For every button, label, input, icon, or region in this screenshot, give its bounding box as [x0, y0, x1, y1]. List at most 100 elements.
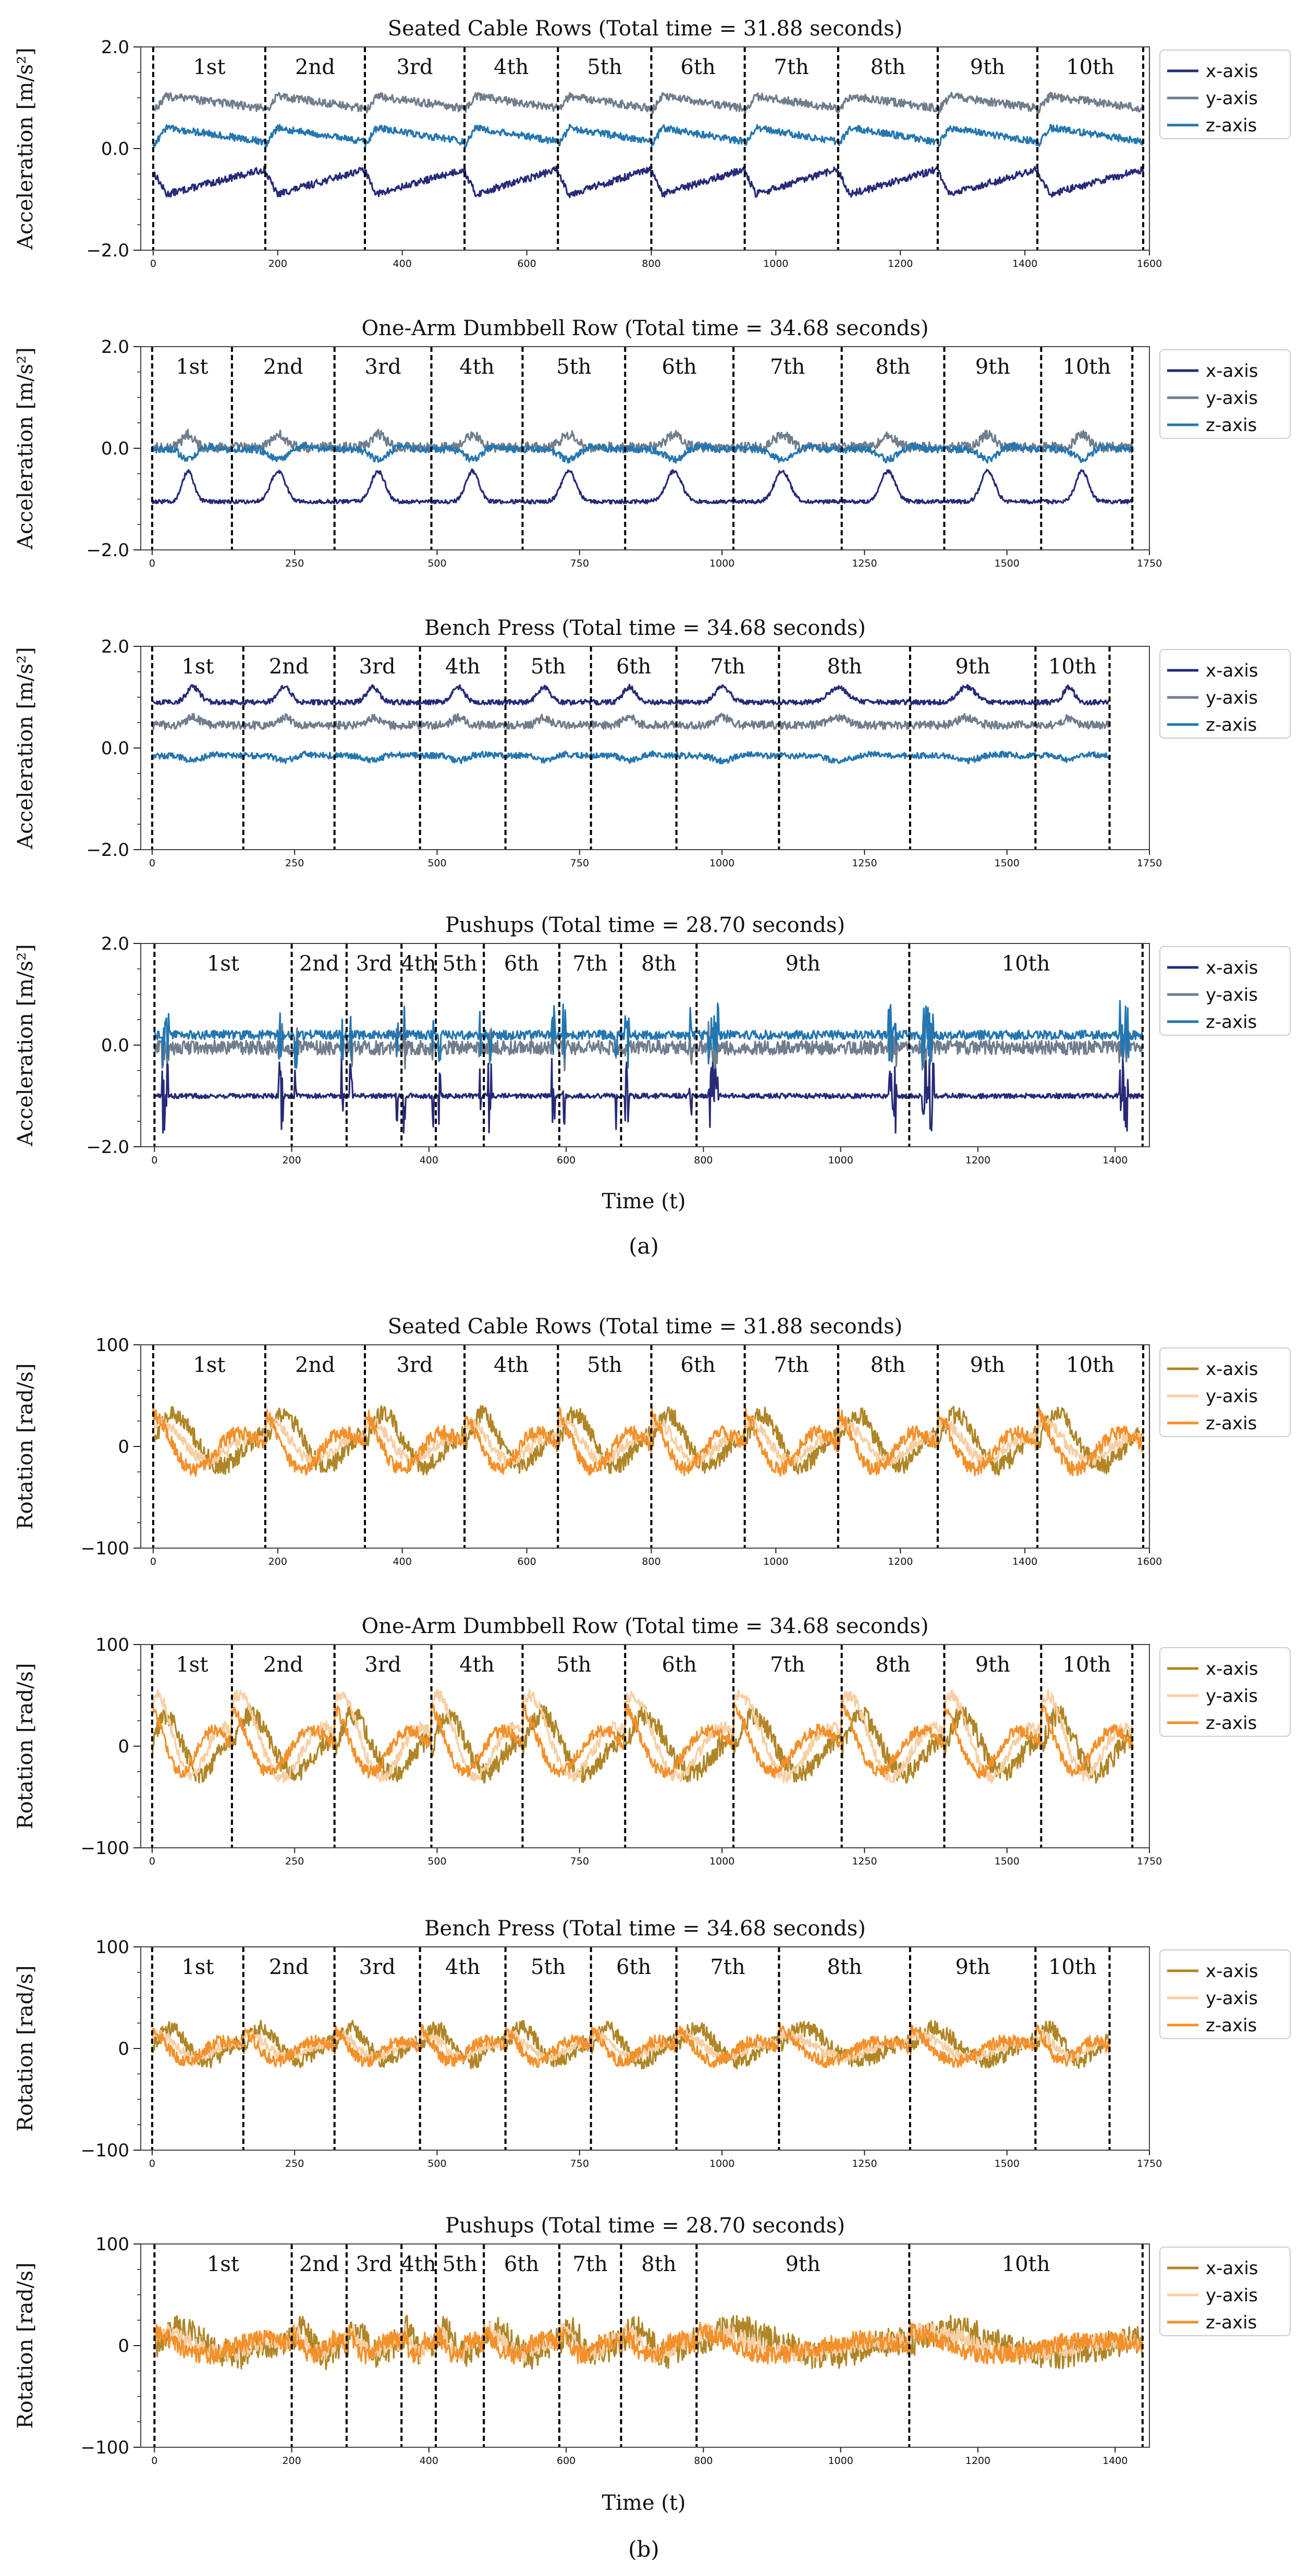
x-tick-label: 200: [282, 2455, 301, 2467]
rep-label: 3rd: [359, 1955, 396, 1979]
chart-panel-5: Seated Cable Rows (Total time = 31.88 se…: [14, 1315, 1291, 1567]
rep-label: 9th: [955, 1955, 990, 1979]
x-tick-label: 250: [285, 857, 304, 869]
x-tick-label: 1500: [995, 558, 1020, 569]
series-line-y-axis: [152, 713, 1111, 730]
rep-label: 2nd: [263, 355, 303, 379]
y-tick-label: 0: [118, 1736, 129, 1757]
rep-label: 7th: [573, 2252, 608, 2276]
chart-title: Seated Cable Rows (Total time = 31.88 se…: [388, 1315, 902, 1339]
rep-label: 1st: [193, 55, 225, 79]
legend-label: y-axis: [1206, 2285, 1258, 2306]
rep-label: 7th: [774, 1353, 809, 1377]
x-tick-label: 1200: [965, 1155, 990, 1166]
x-tick-label: 1250: [852, 1856, 877, 1867]
y-tick-label: 0.0: [101, 139, 129, 160]
rep-label: 5th: [531, 1955, 566, 1979]
x-tick-label: 600: [557, 1155, 575, 1166]
rep-label: 8th: [871, 55, 905, 79]
x-tick-label: 750: [570, 2158, 589, 2169]
legend-label: x-axis: [1206, 958, 1258, 978]
x-tick-label: 200: [268, 258, 287, 269]
x-tick-label: 200: [282, 1155, 301, 1166]
rep-label: 7th: [710, 655, 745, 679]
x-tick-label: 500: [427, 2158, 446, 2169]
legend-label: z-axis: [1206, 1713, 1257, 1734]
legend-label: z-axis: [1206, 1413, 1257, 1434]
rep-label: 8th: [827, 1955, 862, 1979]
legend-label: x-axis: [1206, 660, 1258, 681]
rep-label: 2nd: [295, 55, 335, 79]
y-tick-label: 100: [95, 2234, 129, 2255]
series-line-z-axis: [152, 1405, 1144, 1477]
series-line-y-axis: [153, 1021, 1143, 1072]
x-axis-label-a: Time (t): [602, 1189, 685, 1213]
rep-label: 9th: [955, 655, 990, 679]
rep-label: 5th: [442, 2252, 477, 2276]
x-tick-label: 800: [694, 1155, 713, 1166]
rep-label: 4th: [459, 1653, 494, 1677]
x-tick-label: 1000: [763, 1556, 788, 1567]
rep-label: 1st: [181, 1955, 214, 1979]
rep-label: 2nd: [263, 1653, 303, 1677]
rep-label: 10th: [1002, 952, 1050, 976]
rep-label: 10th: [1062, 1653, 1111, 1677]
rep-label: 1st: [193, 1353, 225, 1377]
series-line-z-axis: [151, 750, 1110, 765]
series-line-z-axis: [152, 124, 1144, 149]
rep-label: 10th: [1048, 1955, 1097, 1979]
rep-label: 10th: [1062, 355, 1111, 379]
x-tick-label: 1500: [995, 857, 1020, 869]
x-tick-label: 1250: [852, 558, 877, 569]
x-tick-label: 400: [420, 1155, 438, 1166]
rep-label: 7th: [770, 1653, 805, 1677]
series-line-y-axis: [151, 1688, 1133, 1784]
rep-label: 6th: [680, 1353, 715, 1377]
series-group: [151, 683, 1111, 765]
rep-label: 5th: [556, 355, 591, 379]
plot-frame: [140, 2243, 1150, 2448]
rep-label: 7th: [774, 55, 809, 79]
plot-frame: [140, 646, 1150, 850]
legend-label: x-axis: [1206, 1659, 1258, 1679]
rep-label: 5th: [556, 1653, 591, 1677]
series-group: [151, 1688, 1133, 1784]
rep-label: 9th: [786, 2252, 821, 2276]
x-tick-label: 600: [517, 258, 536, 269]
y-tick-label: 100: [95, 1635, 129, 1655]
x-tick-label: 1250: [852, 2158, 877, 2169]
chart-title: Pushups (Total time = 28.70 seconds): [445, 2214, 845, 2238]
legend-label: z-axis: [1206, 2312, 1257, 2333]
rep-label: 1st: [176, 355, 208, 379]
y-tick-label: −100: [81, 1838, 129, 1859]
legend-label: x-axis: [1206, 2258, 1258, 2279]
y-tick-label: 2.0: [101, 636, 129, 657]
legend-label: x-axis: [1206, 61, 1258, 82]
x-tick-label: 800: [694, 2455, 713, 2467]
plot-frame: [140, 346, 1150, 550]
series-line-x-axis: [151, 683, 1110, 706]
x-tick-label: 1000: [828, 1155, 853, 1166]
rep-label: 8th: [641, 2252, 676, 2276]
plot-frame: [140, 1644, 1150, 1848]
x-tick-label: 1200: [888, 1556, 913, 1567]
chart-panel-1: Seated Cable Rows (Total time = 31.88 se…: [14, 17, 1291, 269]
rep-label: 7th: [573, 952, 608, 976]
rep-label: 9th: [970, 1353, 1005, 1377]
x-tick-label: 1750: [1137, 558, 1162, 569]
rep-label: 5th: [531, 655, 566, 679]
legend-label: y-axis: [1206, 1686, 1258, 1707]
rep-label: 3rd: [356, 2252, 392, 2276]
rep-label: 2nd: [299, 2252, 339, 2276]
legend-label: y-axis: [1206, 88, 1258, 109]
y-tick-label: −2.0: [86, 1137, 129, 1158]
x-tick-label: 0: [151, 1155, 157, 1166]
series-line-y-axis: [153, 91, 1144, 116]
series-line-x-axis: [151, 468, 1133, 505]
chart-title: Bench Press (Total time = 34.68 seconds): [424, 616, 866, 640]
x-tick-label: 1000: [709, 2158, 734, 2169]
series-group: [152, 91, 1144, 198]
rep-label: 1st: [176, 1653, 208, 1677]
x-tick-label: 250: [285, 1856, 304, 1867]
